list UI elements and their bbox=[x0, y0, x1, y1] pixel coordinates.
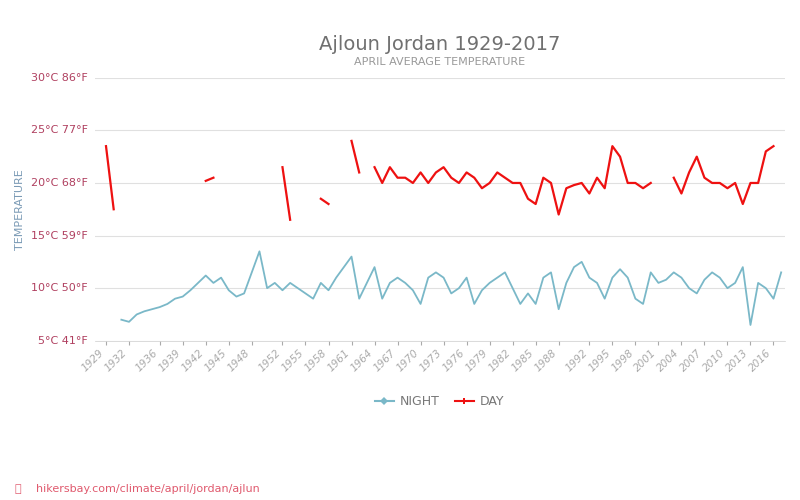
Text: hikersbay.com/climate/april/jordan/ajlun: hikersbay.com/climate/april/jordan/ajlun bbox=[36, 484, 260, 494]
Text: APRIL AVERAGE TEMPERATURE: APRIL AVERAGE TEMPERATURE bbox=[354, 58, 526, 68]
Legend: NIGHT, DAY: NIGHT, DAY bbox=[370, 390, 510, 413]
Title: Ajloun Jordan 1929-2017: Ajloun Jordan 1929-2017 bbox=[319, 35, 561, 54]
Text: 📍: 📍 bbox=[14, 484, 21, 494]
Y-axis label: TEMPERATURE: TEMPERATURE bbox=[15, 169, 25, 250]
